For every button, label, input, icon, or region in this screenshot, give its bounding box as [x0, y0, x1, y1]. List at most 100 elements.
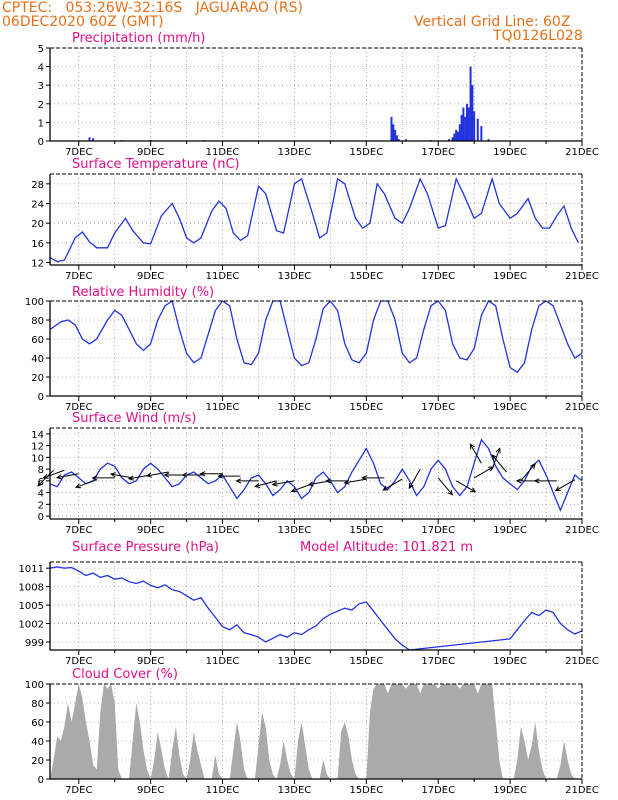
wind-arrow: [469, 443, 482, 464]
y-tick-label: 1011: [19, 564, 44, 575]
x-tick-label: 15DEC: [349, 525, 383, 536]
precip-bar: [476, 118, 479, 141]
y-tick-label: 8: [38, 465, 44, 476]
y-tick-label: 60: [31, 335, 44, 346]
series-line: [49, 438, 583, 512]
wind-arrow: [520, 463, 536, 482]
wind-arrowhead: [382, 485, 389, 491]
x-tick-label: 13DEC: [278, 656, 312, 667]
x-tick-label: 7DEC: [65, 656, 92, 667]
wind-arrowhead: [408, 483, 414, 490]
y-tick-label: 1: [38, 118, 44, 129]
x-tick-label: 11DEC: [206, 147, 240, 158]
y-tick-label: 80: [31, 316, 44, 327]
wind-arrowhead: [127, 475, 134, 481]
wind-arrow: [43, 469, 65, 479]
x-tick-label: 7DEC: [65, 525, 92, 536]
panel-title: Relative Humidity (%): [72, 285, 214, 300]
panel-title: Surface Pressure (hPa): [72, 540, 219, 555]
x-tick-label: 13DEC: [278, 402, 312, 413]
x-tick-label: 9DEC: [137, 785, 164, 796]
y-tick-label: 2: [38, 100, 44, 111]
precip-bar: [453, 133, 456, 141]
wind-arrow: [57, 473, 79, 479]
wind-arrowhead: [217, 473, 224, 479]
wind-arrowhead: [469, 443, 475, 450]
y-tick-label: 1002: [19, 620, 44, 631]
precip-bar: [451, 137, 454, 141]
y-tick-label: 28: [31, 180, 44, 191]
wind-arrowhead: [235, 478, 242, 484]
precip-bar: [465, 103, 468, 141]
x-tick-label: 19DEC: [493, 271, 527, 282]
panel-title: Cloud Cover (%): [72, 667, 178, 682]
y-tick-label: 100: [25, 680, 44, 691]
x-tick-label: 13DEC: [278, 525, 312, 536]
panel-title: Surface Temperature (nC): [72, 157, 240, 172]
y-tick-label: 0: [38, 775, 44, 786]
series-line: [49, 176, 579, 263]
x-tick-label: 19DEC: [493, 525, 527, 536]
x-tick-label: 17DEC: [421, 271, 455, 282]
y-tick-label: 3: [38, 81, 44, 92]
x-tick-label: 15DEC: [349, 656, 383, 667]
precip-bar: [455, 129, 458, 141]
y-tick-label: 10: [31, 453, 44, 464]
wind-arrowhead: [271, 481, 278, 487]
precip-bar: [467, 107, 470, 141]
wind-arrowhead: [447, 489, 454, 496]
x-tick-label: 9DEC: [137, 525, 164, 536]
panel-title: Surface Wind (m/s): [72, 411, 196, 426]
y-tick-label: 0: [38, 392, 44, 403]
wind-arrowhead: [515, 478, 522, 484]
x-tick-label: 19DEC: [493, 147, 527, 158]
precip-bar: [458, 124, 461, 141]
x-tick-label: 7DEC: [65, 785, 92, 796]
header-station: CPTEC: 053:26W-32:16S JAGUARAO (RS): [2, 0, 304, 16]
y-tick-label: 20: [31, 219, 44, 230]
wind-arrowhead: [199, 471, 206, 477]
x-tick-label: 11DEC: [206, 402, 240, 413]
y-tick-label: 100: [25, 297, 44, 308]
x-tick-label: 17DEC: [421, 785, 455, 796]
model-altitude-label: Model Altitude: 101.821 m: [300, 540, 473, 555]
wind-arrowhead: [74, 483, 82, 489]
wind-arrowhead: [181, 472, 188, 478]
precip-bar: [92, 138, 95, 141]
header-model-code: TQ0126L028: [493, 28, 583, 44]
precip-bar: [471, 85, 474, 141]
precip-bar: [392, 124, 395, 141]
x-tick-label: 21DEC: [565, 402, 599, 413]
wind-arrow: [555, 479, 576, 492]
precip-bar: [469, 66, 472, 141]
precip-bar: [464, 116, 467, 141]
panel-title: Precipitation (mm/h): [72, 31, 205, 46]
wind-arrow: [455, 480, 476, 493]
precip-bar: [448, 139, 450, 141]
y-tick-label: 999: [25, 638, 44, 649]
x-tick-label: 19DEC: [493, 402, 527, 413]
x-tick-label: 15DEC: [349, 402, 383, 413]
wind-arrowhead: [307, 481, 314, 487]
precip-bar: [395, 135, 398, 141]
precip-bar: [462, 107, 465, 141]
y-tick-label: 16: [31, 239, 44, 250]
y-tick-label: 1005: [19, 601, 44, 612]
precip-bar: [487, 139, 490, 141]
y-tick-label: 5: [38, 44, 44, 55]
x-tick-label: 21DEC: [565, 785, 599, 796]
y-tick-label: 1008: [19, 583, 44, 594]
x-tick-label: 17DEC: [421, 147, 455, 158]
series-line: [49, 566, 583, 651]
wind-arrow: [491, 454, 507, 473]
y-tick-label: 40: [31, 737, 44, 748]
y-tick-label: 20: [31, 756, 44, 767]
wind-arrowhead: [163, 472, 170, 478]
wind-arrow: [408, 468, 421, 489]
x-tick-label: 19DEC: [493, 656, 527, 667]
header-grid-note: Vertical Grid Line: 60Z: [414, 14, 571, 30]
header-date: 06DEC2020 60Z (GMT): [2, 14, 164, 30]
wind-arrowhead: [325, 478, 332, 484]
y-tick-label: 4: [38, 63, 44, 74]
